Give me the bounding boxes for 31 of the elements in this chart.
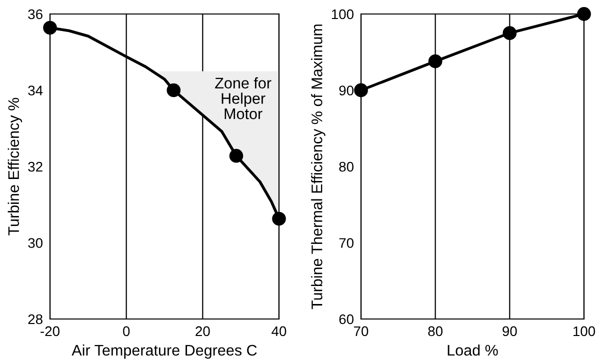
x-axis-title: Load % (448, 344, 498, 356)
y-axis-title: Turbine Efficiency % (8, 98, 22, 236)
x-tick-label: 80 (428, 326, 443, 336)
point (354, 83, 368, 98)
point (229, 148, 244, 163)
point (43, 20, 57, 35)
y-tick-label: 60 (339, 314, 354, 324)
y-tick-label: 34 (28, 86, 43, 96)
point (502, 26, 517, 40)
x-tick-label: 40 (272, 326, 286, 336)
x-tick-label: 0 (123, 326, 130, 336)
annotation: Zone for Helper Motor (215, 77, 272, 120)
y-tick-label: 70 (339, 238, 354, 248)
x-tick-label: 70 (354, 326, 368, 336)
point (428, 54, 442, 68)
y-tick-label: 28 (28, 314, 42, 324)
point (577, 7, 591, 21)
x-tick-label: 20 (196, 326, 210, 336)
point (166, 83, 181, 98)
x-tick-label: -20 (40, 326, 60, 336)
x-tick-label: 90 (502, 326, 517, 336)
y-tick-label: 90 (339, 86, 354, 96)
x-axis-title: Air Temperature Degrees C (72, 344, 257, 359)
y-tick-label: 36 (28, 9, 42, 20)
y-tick-label: 30 (28, 238, 43, 248)
y-tick-label: 100 (332, 9, 354, 20)
point (272, 212, 286, 226)
y-tick-label: 32 (28, 162, 42, 172)
y-tick-label: 80 (339, 162, 354, 172)
y-axis-title: Turbine Thermal Efficiency % of Maximum (311, 24, 326, 310)
x-tick-label: 100 (573, 326, 596, 336)
